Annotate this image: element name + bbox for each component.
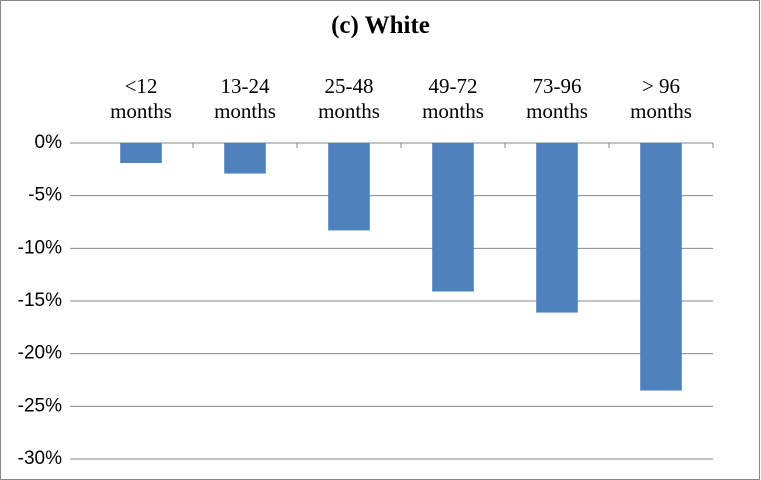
bar [536, 143, 578, 313]
bar [328, 143, 370, 231]
y-tick-label: -30% [18, 448, 62, 469]
x-tick-label: 13-24 months [214, 74, 276, 123]
x-tick-label: <12 months [110, 74, 172, 123]
y-tick-label: -20% [18, 343, 62, 364]
chart-title: (c) White [331, 12, 430, 39]
x-tick-label: 25-48 months [318, 74, 380, 123]
bar [120, 143, 162, 164]
bar [432, 143, 474, 292]
y-tick-label: -15% [18, 290, 62, 311]
y-tick-label: -5% [28, 185, 62, 206]
y-tick-label: 0% [35, 132, 63, 153]
bar [640, 143, 682, 391]
bar [224, 143, 266, 174]
y-tick-label: -25% [18, 395, 62, 416]
x-tick-label: 73-96 months [526, 74, 588, 123]
y-tick-label: -10% [18, 237, 62, 258]
x-tick-label: > 96 months [630, 74, 692, 123]
x-tick-label: 49-72 months [422, 74, 484, 123]
